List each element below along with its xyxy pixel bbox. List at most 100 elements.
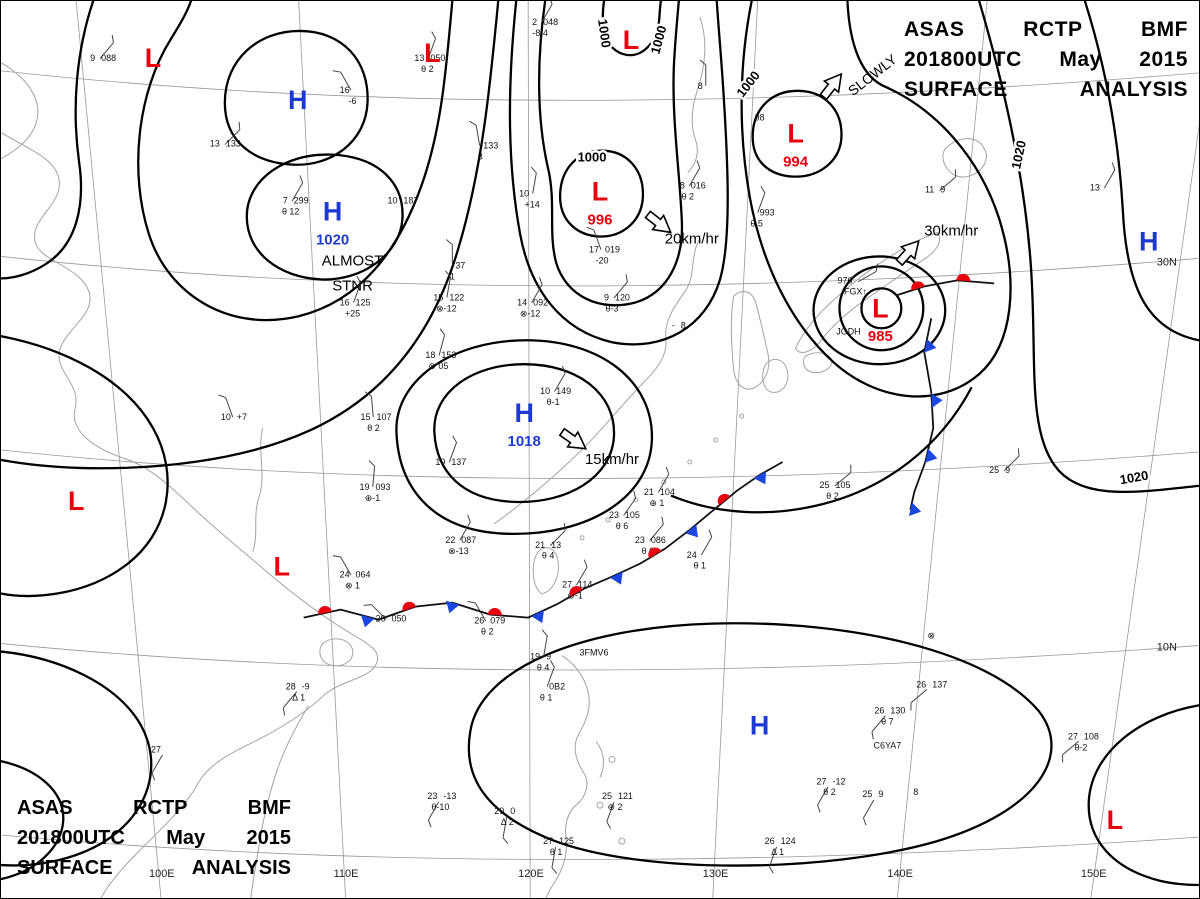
wind-barb-icon: [282, 691, 298, 716]
wind-barb-icon: [224, 121, 241, 145]
station-pressure: 133: [226, 139, 241, 149]
station-plot: 22 087⊗-13: [445, 514, 476, 556]
front-cold: [908, 318, 943, 517]
wind-barb-shaft: [910, 689, 928, 704]
station-pressure: 137: [451, 457, 466, 467]
station-pressure: 137: [932, 679, 947, 689]
wind-barb-feather: [332, 555, 341, 558]
wind-barb-feather: [586, 226, 594, 231]
wind-barb-shaft: [546, 666, 555, 687]
wind-barb-feather: [699, 59, 707, 66]
pressure-value: 1020: [316, 231, 349, 248]
wind-barb-icon: [817, 786, 829, 813]
wind-barb-shaft: [448, 442, 457, 463]
wind-barb-feather: [431, 31, 437, 39]
small-island: [596, 801, 604, 809]
wind-barb-shaft: [291, 182, 304, 202]
low-pressure-symbol: L: [592, 177, 608, 207]
station-pressure: 093: [376, 482, 391, 492]
wind-barb-icon: [332, 555, 352, 576]
station-temp: 9: [90, 53, 95, 63]
wind-barb-shaft: [768, 846, 778, 867]
isobar-label: 1000: [595, 18, 614, 49]
coastline-northwest: [1, 62, 39, 160]
station-pressure: -12: [832, 776, 845, 786]
wind-barb-feather: [696, 160, 701, 169]
movement-arrow-icon: [895, 239, 920, 267]
grid-label-layer: 100E 110E 120E 130E 140E 150E 30N 10N: [149, 256, 1177, 880]
pressure-value: 996: [588, 212, 613, 229]
grid-label-longitude: 150E: [1081, 868, 1107, 880]
wind-barb-shaft: [757, 192, 766, 213]
station-pressure: 993: [760, 208, 775, 218]
station-plot: 13: [1090, 162, 1116, 193]
wind-barb-feather: [368, 460, 375, 467]
movement-arrow-icon: [819, 72, 843, 101]
wind-barb-icon: [99, 34, 115, 59]
wind-barb-icon: [606, 801, 615, 829]
station-plot: 18 153⊗ 05: [425, 328, 456, 371]
wind-barb-icon: [768, 846, 778, 874]
isobar-path: [751, 89, 843, 178]
warm-front-marker: [911, 281, 925, 291]
coastline-taiwan: [532, 547, 559, 595]
wind-barb-shaft: [1062, 740, 1079, 756]
isobar-path: [978, 1, 1199, 494]
pressure-center: H 1020: [316, 197, 349, 249]
small-island: [608, 755, 616, 763]
station-extra: 1: [450, 271, 455, 281]
wind-barb-shaft: [700, 536, 713, 556]
wind-barb-feather: [238, 121, 241, 130]
wind-barb-icon: [910, 689, 928, 711]
front-warm: [896, 273, 995, 297]
station-extra: ⊕ 2: [607, 802, 622, 812]
station-plot: 8: [698, 59, 707, 91]
station-plot: 17 019-20: [586, 226, 620, 265]
station-temp: 976: [837, 275, 852, 285]
cold-front-marker: [753, 471, 767, 485]
wind-barb-shaft: [576, 566, 588, 586]
station-pressure: 13: [551, 540, 561, 550]
wind-barb-icon: [551, 846, 558, 874]
station-temp: 8: [680, 181, 685, 191]
station-pressure: -9: [302, 681, 310, 691]
cold-front-marker: [685, 524, 698, 538]
station-pressure: 114: [578, 580, 592, 590]
wind-barb-shaft: [340, 556, 352, 576]
station-plot: JGDH: [836, 326, 860, 336]
river-line: [252, 427, 264, 552]
station-temp: 25: [989, 465, 999, 475]
station-plot: 11 9: [925, 169, 957, 195]
station-pressure: 079: [490, 616, 505, 626]
low-pressure-symbol: L: [1107, 805, 1123, 835]
station-pressure: 153: [441, 350, 456, 360]
station-pressure: 149: [556, 386, 571, 396]
station-pressure: 124: [781, 836, 796, 846]
station-pressure: 9: [1005, 465, 1010, 475]
wind-barb-feather: [875, 263, 878, 272]
station-extra: Δ 1: [771, 847, 784, 857]
annotation-text: 20km/hr: [665, 230, 719, 247]
wind-barb-shaft: [688, 167, 701, 187]
station-extra: θ 2: [823, 787, 835, 797]
wind-barb-feather: [364, 391, 372, 397]
isobar-path: [467, 622, 1053, 867]
wind-barb-icon: [554, 365, 566, 392]
wind-barb-icon: [939, 169, 957, 192]
wind-barb-feather: [427, 819, 432, 828]
station-temp: 28: [286, 681, 296, 691]
wind-barb-icon: [438, 328, 446, 356]
wind-barb-feather: [1111, 162, 1116, 171]
station-extra: 3: [478, 152, 483, 162]
station-pressure: 016: [691, 181, 706, 191]
station-temp: 8: [913, 787, 918, 797]
wind-barb-icon: [700, 529, 713, 556]
station-temp: 27: [1068, 731, 1078, 741]
annotation-text: 30km/hr: [924, 222, 978, 239]
station-extra: ⊕-1: [365, 493, 381, 503]
station-temp: 23: [609, 510, 619, 520]
grid-parallel-30n: [1, 256, 1199, 287]
wind-barb-feather: [551, 867, 558, 874]
